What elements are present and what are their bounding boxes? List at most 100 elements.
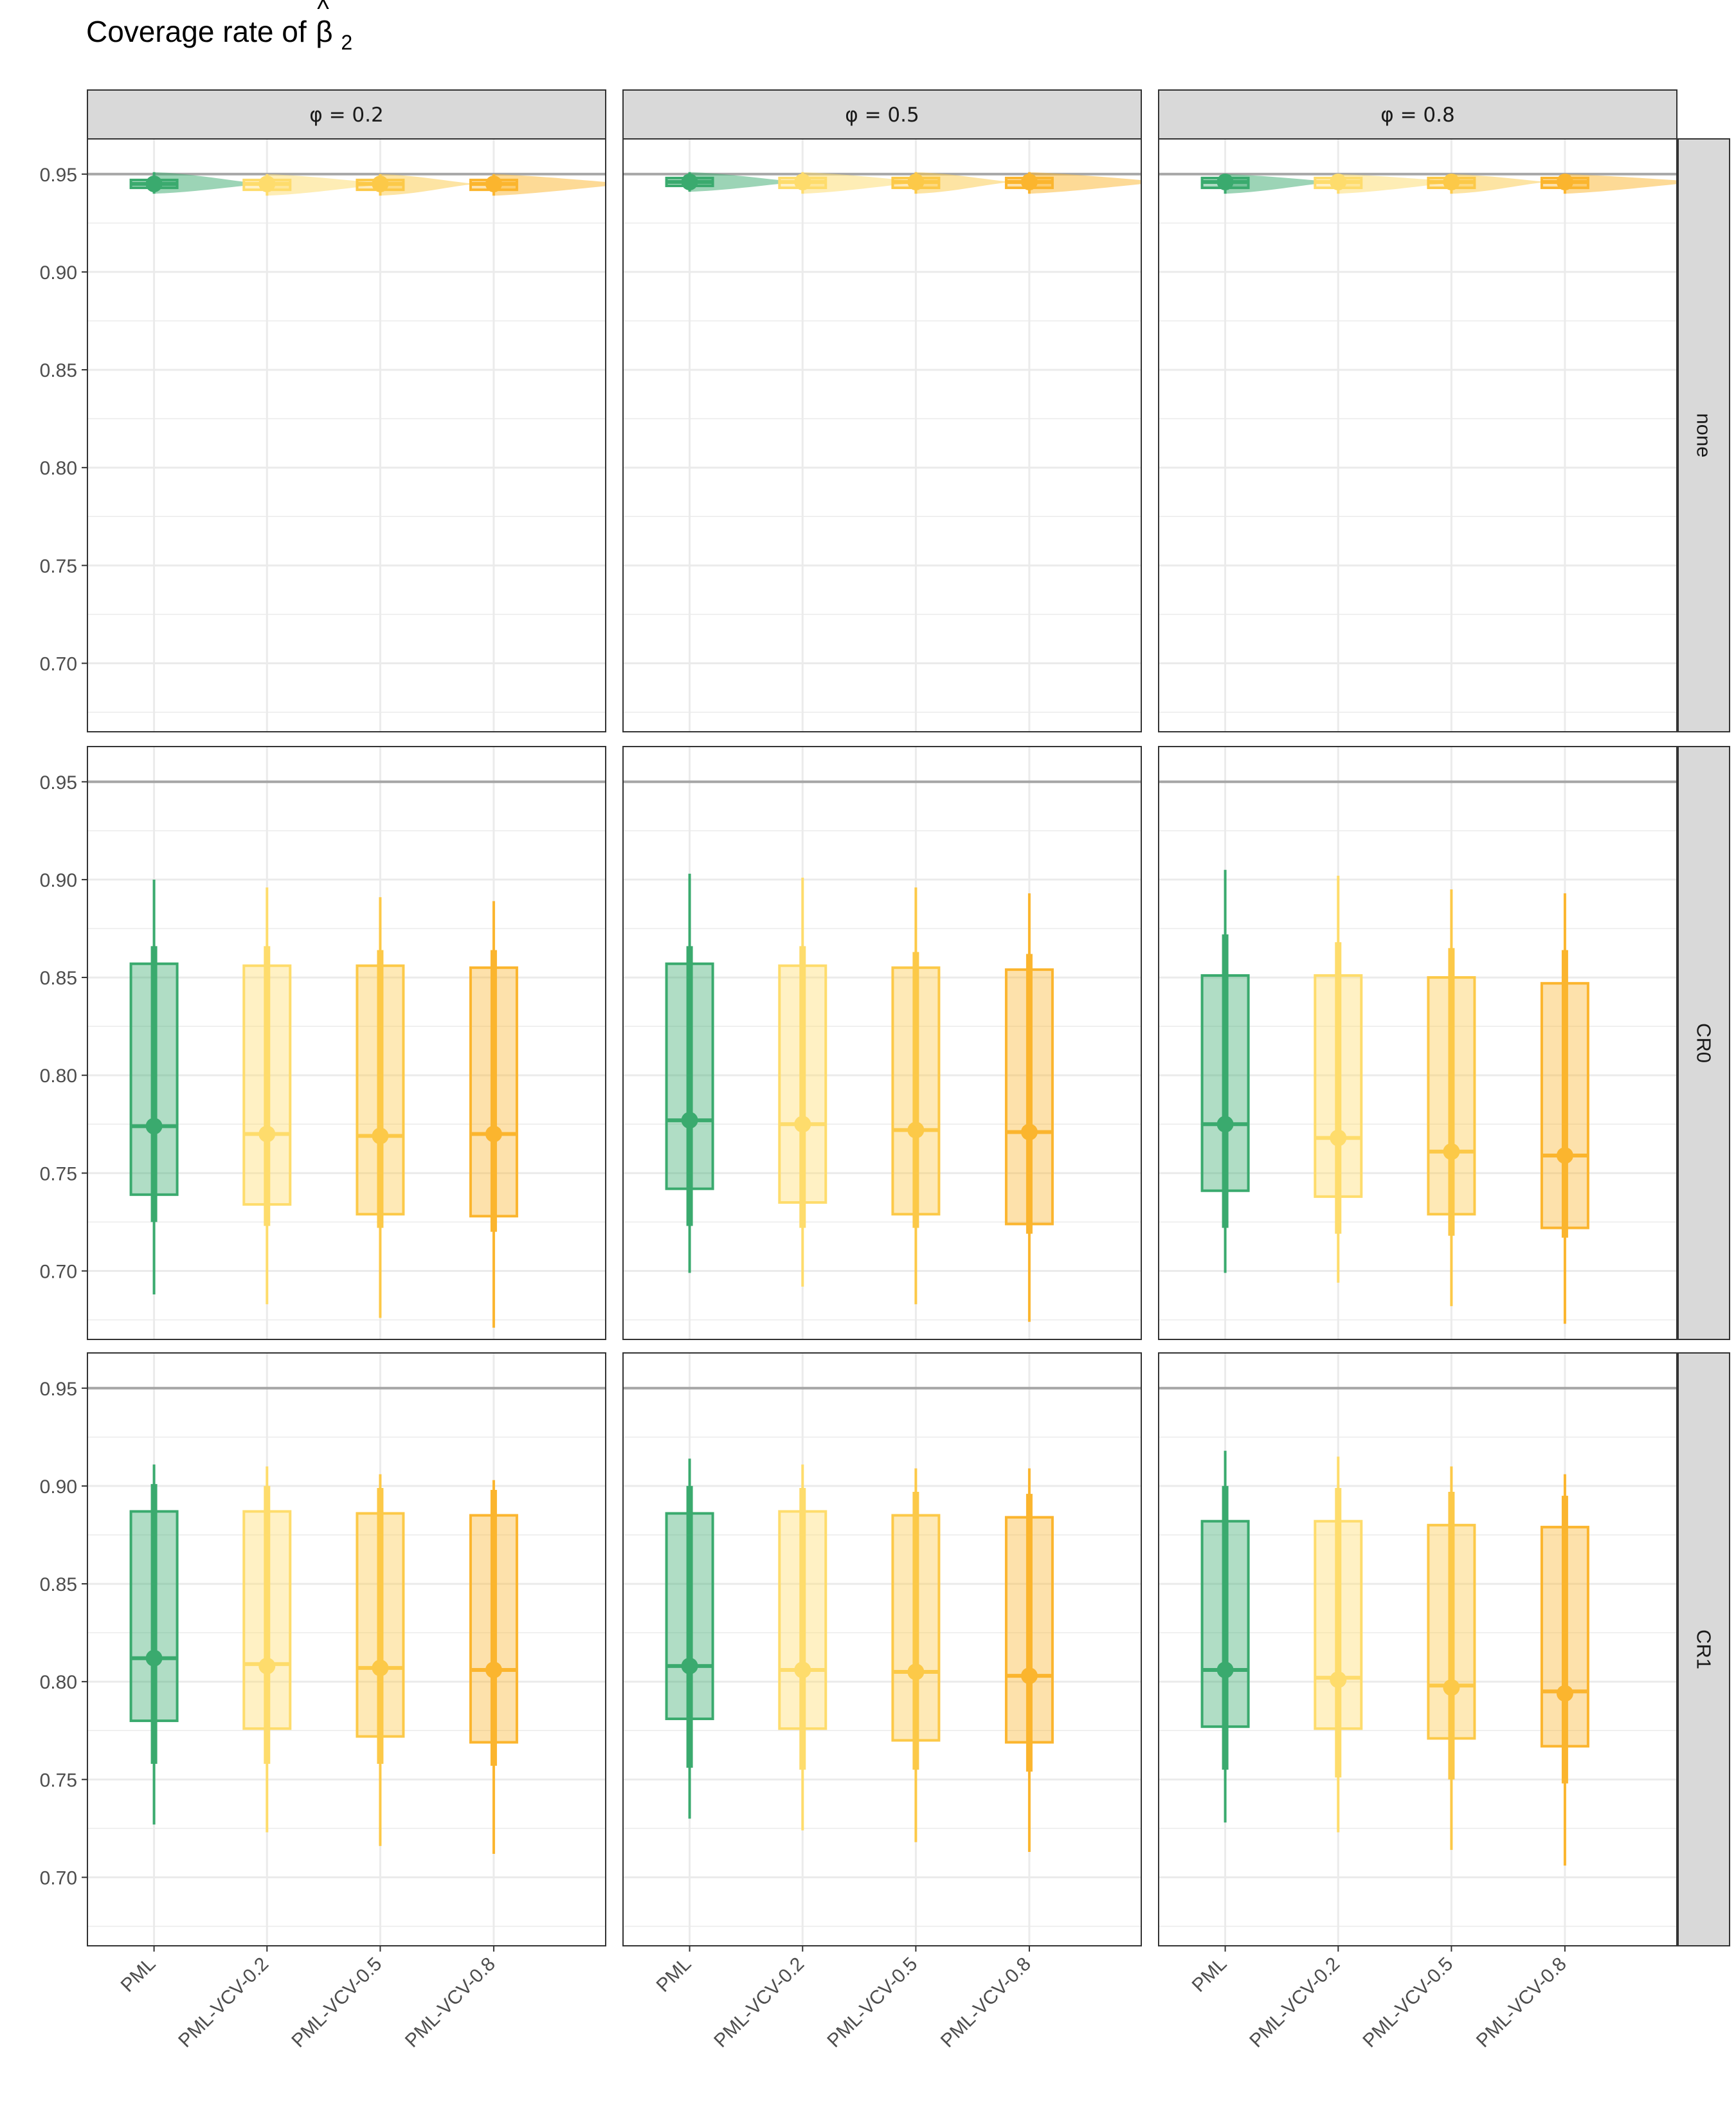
mean-point-PML-VCV-0.2: [1330, 1671, 1347, 1689]
box-PML-VCV-0.5: [891, 172, 1013, 194]
panel-border: [87, 1352, 606, 1946]
box-PML-VCV-0.8: [1540, 1474, 1589, 1866]
mean-point-PML-VCV-0.5: [907, 1121, 925, 1139]
mean-point-PML-VCV-0.5: [372, 1127, 389, 1145]
panel-CR0-2: [622, 746, 1142, 1340]
violin-PML: [154, 172, 264, 194]
row-strip-label: CR0: [1693, 1023, 1715, 1063]
mean-point-PML-VCV-0.8: [1020, 1123, 1038, 1141]
x-tick-label: PML-VCV-0.2: [710, 1954, 808, 2052]
mean-point-PML-VCV-0.8: [1556, 1147, 1573, 1164]
mean-point-PML-VCV-0.5: [907, 173, 925, 190]
x-tick-label: PML: [653, 1954, 696, 1997]
panel-CR1-1: [87, 1352, 606, 1946]
mean-point-PML-VCV-0.2: [1330, 1129, 1347, 1147]
panel-CR0-1: [87, 746, 606, 1340]
box-PML-VCV-0.5: [891, 887, 941, 1305]
box-PML-VCV-0.5: [1427, 173, 1548, 194]
panel-border: [1158, 746, 1677, 1340]
panel-background: [623, 1353, 1141, 1946]
y-tick-label: 0.75: [40, 1163, 77, 1184]
box-PML-VCV-0.2: [242, 887, 292, 1305]
y-tick-label: 0.85: [40, 360, 77, 381]
box-PML-VCV-0.2: [1314, 173, 1461, 194]
panel-background: [623, 747, 1141, 1339]
mean-point-PML-VCV-0.5: [1443, 1143, 1460, 1160]
mean-point-PML-VCV-0.8: [1020, 173, 1038, 190]
y-tick-label: 0.80: [40, 1672, 77, 1693]
mean-point-PML-VCV-0.2: [258, 1657, 276, 1674]
box-PML: [129, 1464, 179, 1825]
column-strip: [1158, 89, 1677, 140]
panel-background: [87, 747, 606, 1339]
panel-border: [622, 746, 1142, 1340]
chart-title-estimator: ^ β 2: [316, 0, 352, 54]
mean-point-PML-VCV-0.5: [907, 1663, 925, 1680]
panel-border: [622, 1352, 1142, 1946]
mean-point-PML-VCV-0.5: [372, 175, 389, 192]
y-tick-label: 0.95: [40, 1379, 77, 1400]
panel-background: [1159, 139, 1677, 732]
panel-border: [1158, 1352, 1677, 1946]
row-strip: [1677, 138, 1730, 732]
x-tick-label: PML-VCV-0.8: [401, 1954, 500, 2052]
chart-title: Coverage rate of ^ β 2: [86, 0, 352, 72]
box-PML-VCV-0.5: [356, 1474, 405, 1846]
box-PML-VCV-0.2: [242, 1466, 292, 1833]
mean-point-PML: [1216, 1661, 1234, 1678]
panel-CR0-3: [1158, 746, 1677, 1340]
panel-background: [1159, 1353, 1677, 1946]
chart-title-hat: ^: [317, 0, 329, 23]
row-strip: [1677, 746, 1730, 1340]
panel-background: [87, 1353, 606, 1946]
mean-point-PML-VCV-0.5: [372, 1659, 389, 1676]
y-tick-label: 0.75: [40, 1770, 77, 1791]
panel-none-2: [622, 138, 1142, 732]
violin-PML-VCV-0.2: [1338, 174, 1461, 194]
box-PML: [1200, 1451, 1250, 1823]
row-strip: [1677, 1352, 1730, 1946]
y-tick-label: 0.70: [40, 653, 77, 675]
y-tick-label: 0.85: [40, 1574, 77, 1595]
box-PML: [1200, 869, 1250, 1273]
box-PML-VCV-0.8: [1540, 173, 1677, 194]
violin-PML-VCV-0.8: [1564, 174, 1677, 194]
box-PML-VCV-0.8: [1004, 1468, 1054, 1852]
panel-grid: [1159, 139, 1677, 732]
y-tick-label: 0.80: [40, 458, 77, 479]
mean-point-PML-VCV-0.8: [1556, 173, 1573, 190]
y-tick-label: 0.70: [40, 1261, 77, 1282]
x-tick-label: PML: [1188, 1954, 1231, 1997]
row-strip-label: CR1: [1693, 1629, 1715, 1669]
violin-PML-VCV-0.8: [1029, 172, 1141, 194]
y-tick-label: 0.95: [40, 772, 77, 793]
column-strip-label: φ = 0.2: [309, 104, 383, 127]
y-tick-label: 0.70: [40, 1867, 77, 1889]
column-strip-label: φ = 0.8: [1380, 104, 1454, 127]
panel-grid: [623, 139, 1141, 732]
y-tick-label: 0.90: [40, 1476, 77, 1498]
box-PML-VCV-0.2: [1314, 1456, 1363, 1833]
row-strip-label: none: [1693, 413, 1715, 458]
box-PML-VCV-0.5: [1427, 1466, 1476, 1850]
y-tick-label: 0.90: [40, 262, 77, 284]
box-PML-VCV-0.5: [1427, 889, 1476, 1307]
mean-point-PML-VCV-0.5: [1443, 173, 1460, 190]
box-PML-VCV-0.8: [1540, 893, 1589, 1324]
chart-title-symbol: β: [316, 15, 333, 48]
mean-point-PML: [1216, 1116, 1234, 1133]
panel-border: [1158, 138, 1677, 732]
box-PML-VCV-0.5: [891, 1468, 941, 1842]
mean-point-PML-VCV-0.2: [794, 173, 811, 190]
chart-title-subscript: 2: [341, 31, 353, 54]
mean-point-PML: [145, 1118, 163, 1135]
x-tick-label: PML: [117, 1954, 160, 1997]
mean-point-PML: [681, 1657, 698, 1674]
x-tick-label: PML-VCV-0.8: [937, 1954, 1035, 2052]
box-PML-VCV-0.5: [356, 897, 405, 1318]
violin-PML-VCV-0.2: [802, 172, 925, 194]
box-PML: [665, 1458, 714, 1819]
mean-point-PML-VCV-0.2: [258, 175, 276, 192]
mean-point-PML-VCV-0.2: [1330, 173, 1347, 190]
mean-point-PML: [681, 173, 698, 190]
